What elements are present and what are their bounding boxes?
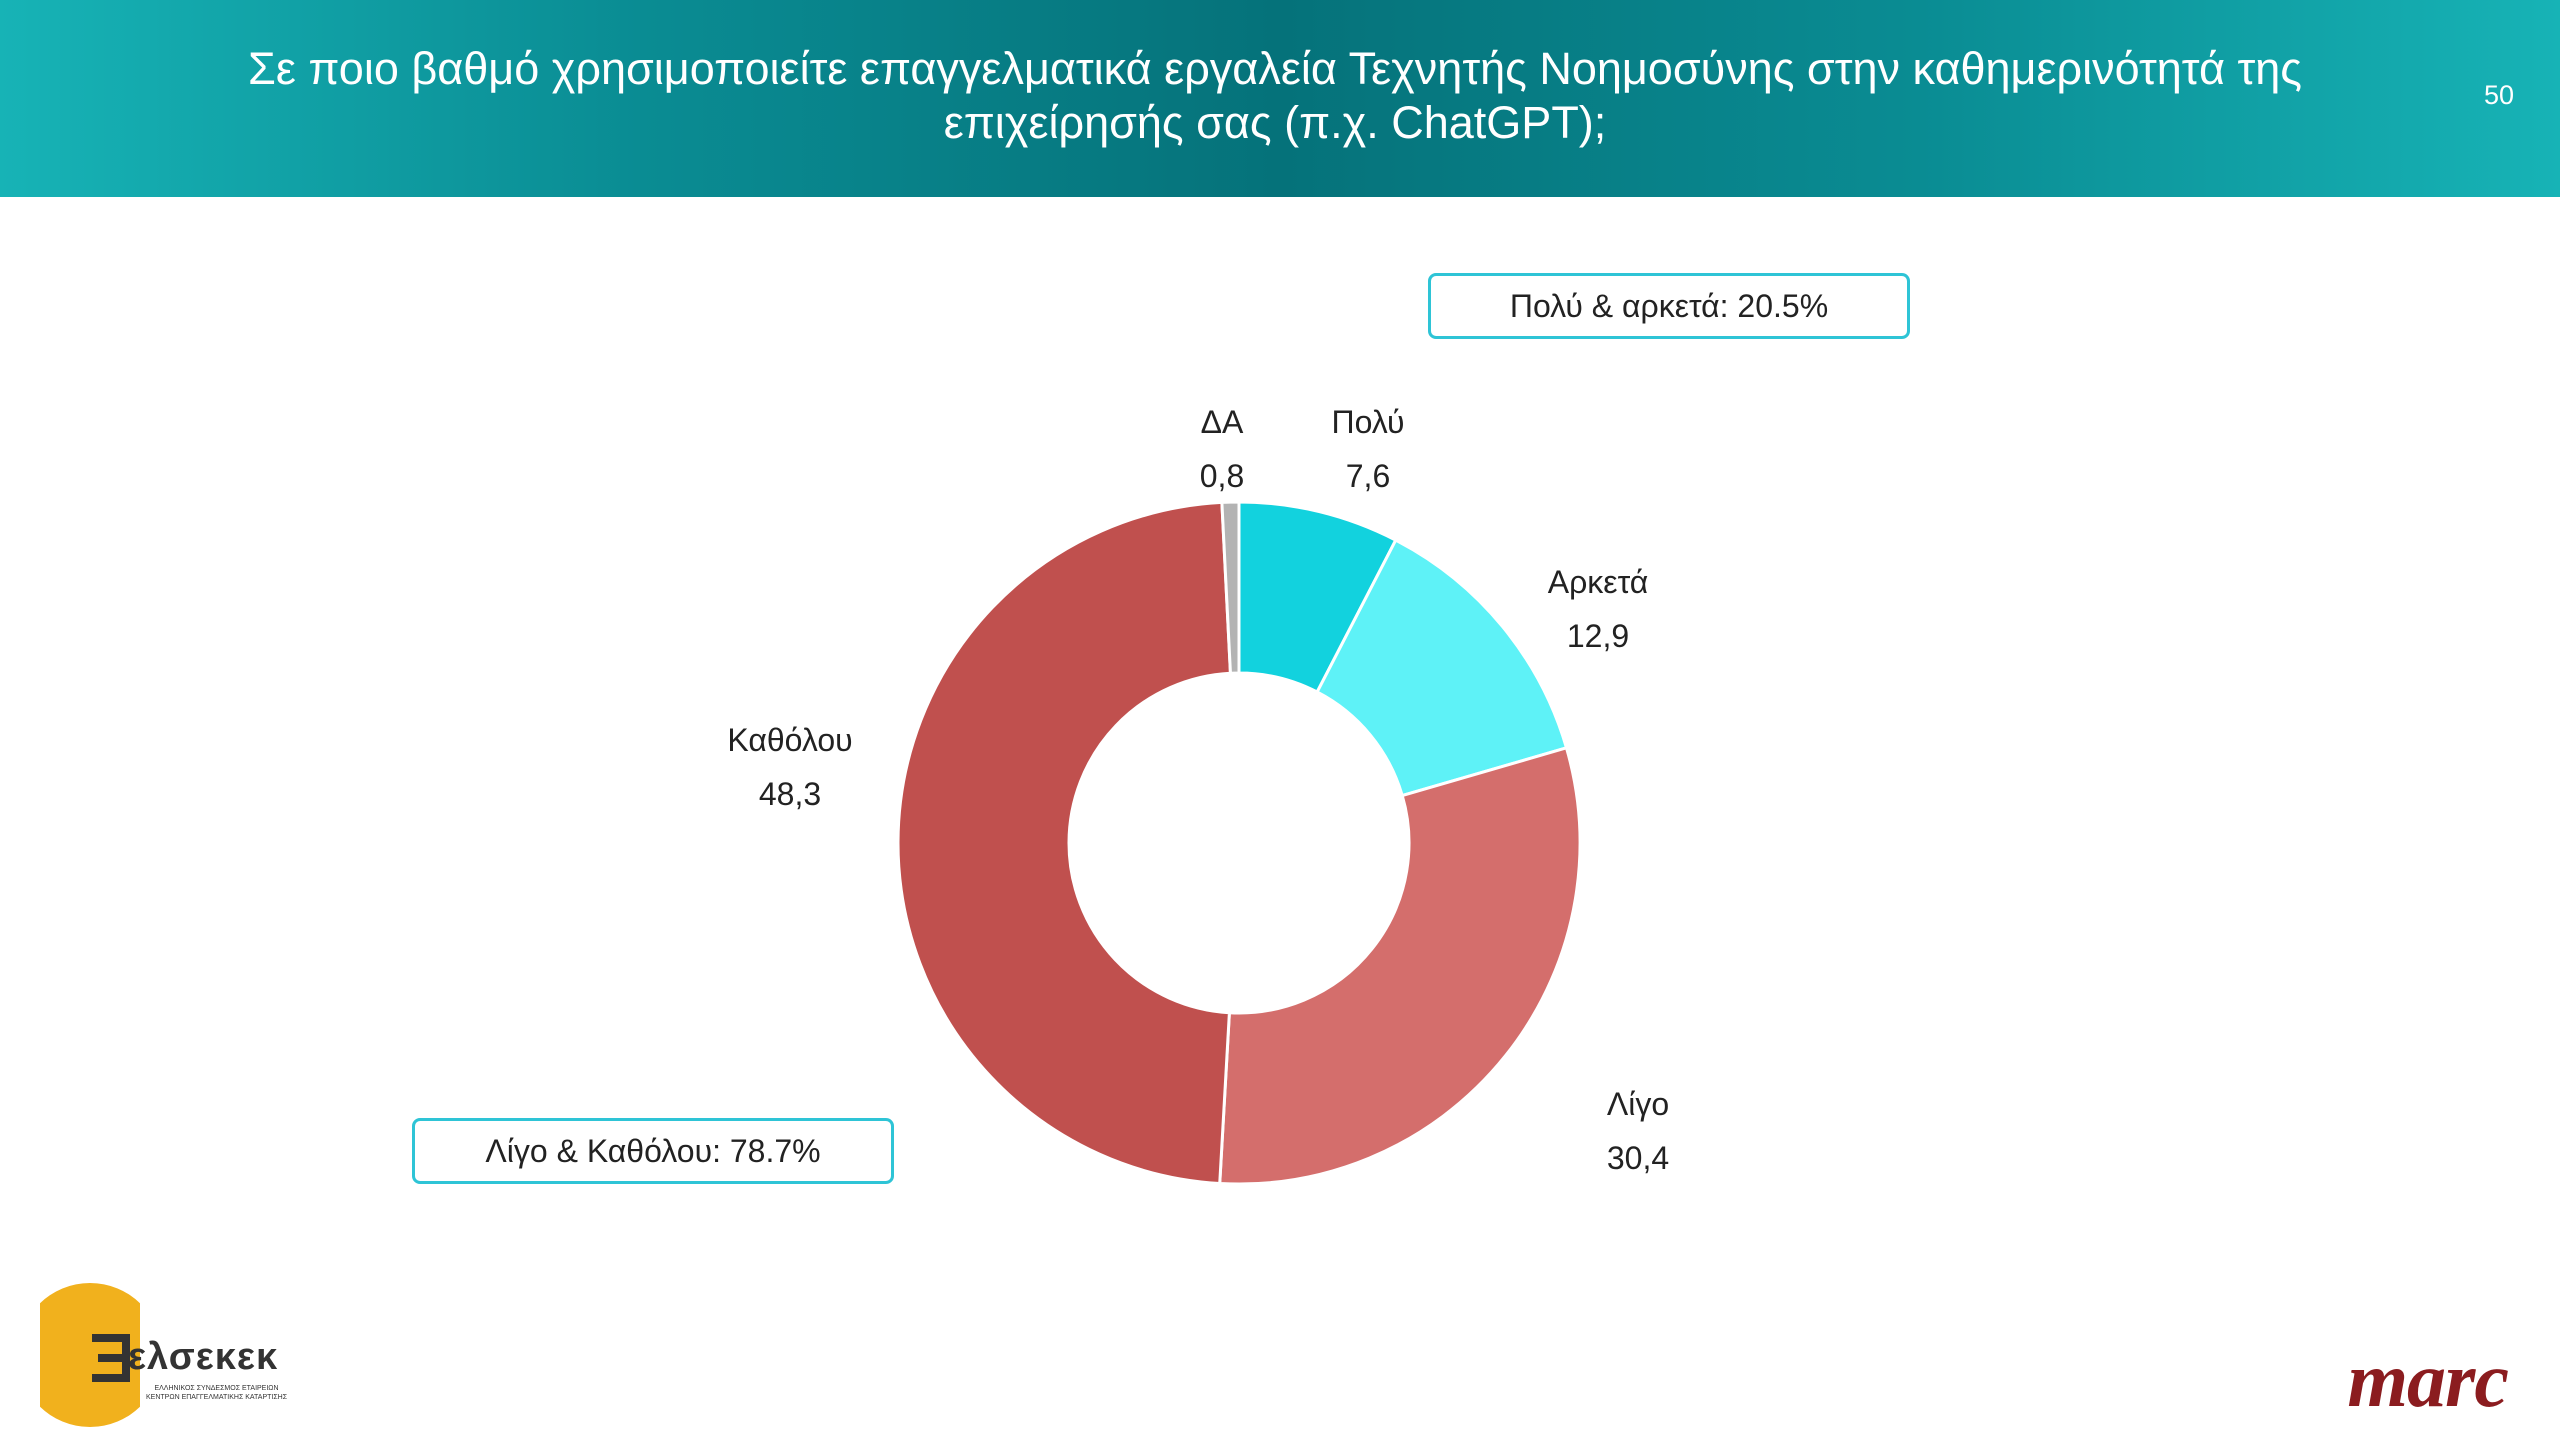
slice-label-da-name: ΔΑ xyxy=(1200,404,1244,440)
slice-ligo xyxy=(1218,746,1582,1186)
header-bar: Σε ποιο βαθμό χρησιμοποιείτε επαγγελματι… xyxy=(0,0,2560,197)
elsekek-logo-text: ελσεκεκ xyxy=(128,1336,279,1378)
marc-logo: marc xyxy=(2347,1336,2509,1423)
page-title: Σε ποιο βαθμό χρησιμοποιείτε επαγγελματι… xyxy=(248,43,2302,148)
slice-label-katholou-name: Καθόλου xyxy=(727,722,853,758)
slice-label-ligo-name: Λίγο xyxy=(1606,1086,1670,1122)
slice-label-arketa-value: 12,9 xyxy=(1566,618,1630,654)
slice-da xyxy=(1220,500,1241,675)
callout-bottom: Λίγο & Καθόλου: 78.7% xyxy=(412,1118,894,1184)
elsekek-emblem-icon xyxy=(40,1283,140,1427)
slice-label-katholou-value: 48,3 xyxy=(758,776,822,812)
slice-label-ligo-value: 30,4 xyxy=(1606,1140,1670,1176)
page-number: 50 xyxy=(2483,80,2514,110)
slice-label-ligo: Λίγο 30,4 xyxy=(1578,1086,1698,1176)
slice-label-arketa-name: Αρκετά xyxy=(1547,564,1649,600)
elsekek-logo: ελσεκεκ ΕΛΛΗΝΙΚΟΣ ΣΥΝΔΕΣΜΟΣ ΕΤΑΙΡΕΙΩΝ ΚΕ… xyxy=(40,1280,340,1430)
slice-arketa xyxy=(1315,538,1569,798)
elsekek-logo-subtext: ΕΛΛΗΝΙΚΟΣ ΣΥΝΔΕΣΜΟΣ ΕΤΑΙΡΕΙΩΝ ΚΕΝΤΡΩΝ ΕΠ… xyxy=(146,1385,288,1401)
slice-label-katholou: Καθόλου 48,3 xyxy=(710,722,870,812)
slice-label-poly-value: 7,6 xyxy=(1345,458,1391,494)
callout-top: Πολύ & αρκετά: 20.5% xyxy=(1428,273,1910,339)
slice-label-da: ΔΑ 0,8 xyxy=(1172,404,1272,494)
slice-label-poly-name: Πολύ xyxy=(1331,404,1405,440)
slice-katholou xyxy=(896,500,1233,1186)
slice-label-poly: Πολύ 7,6 xyxy=(1308,404,1428,494)
slice-label-da-value: 0,8 xyxy=(1199,458,1245,494)
slice-label-arketa: Αρκετά 12,9 xyxy=(1528,564,1668,654)
